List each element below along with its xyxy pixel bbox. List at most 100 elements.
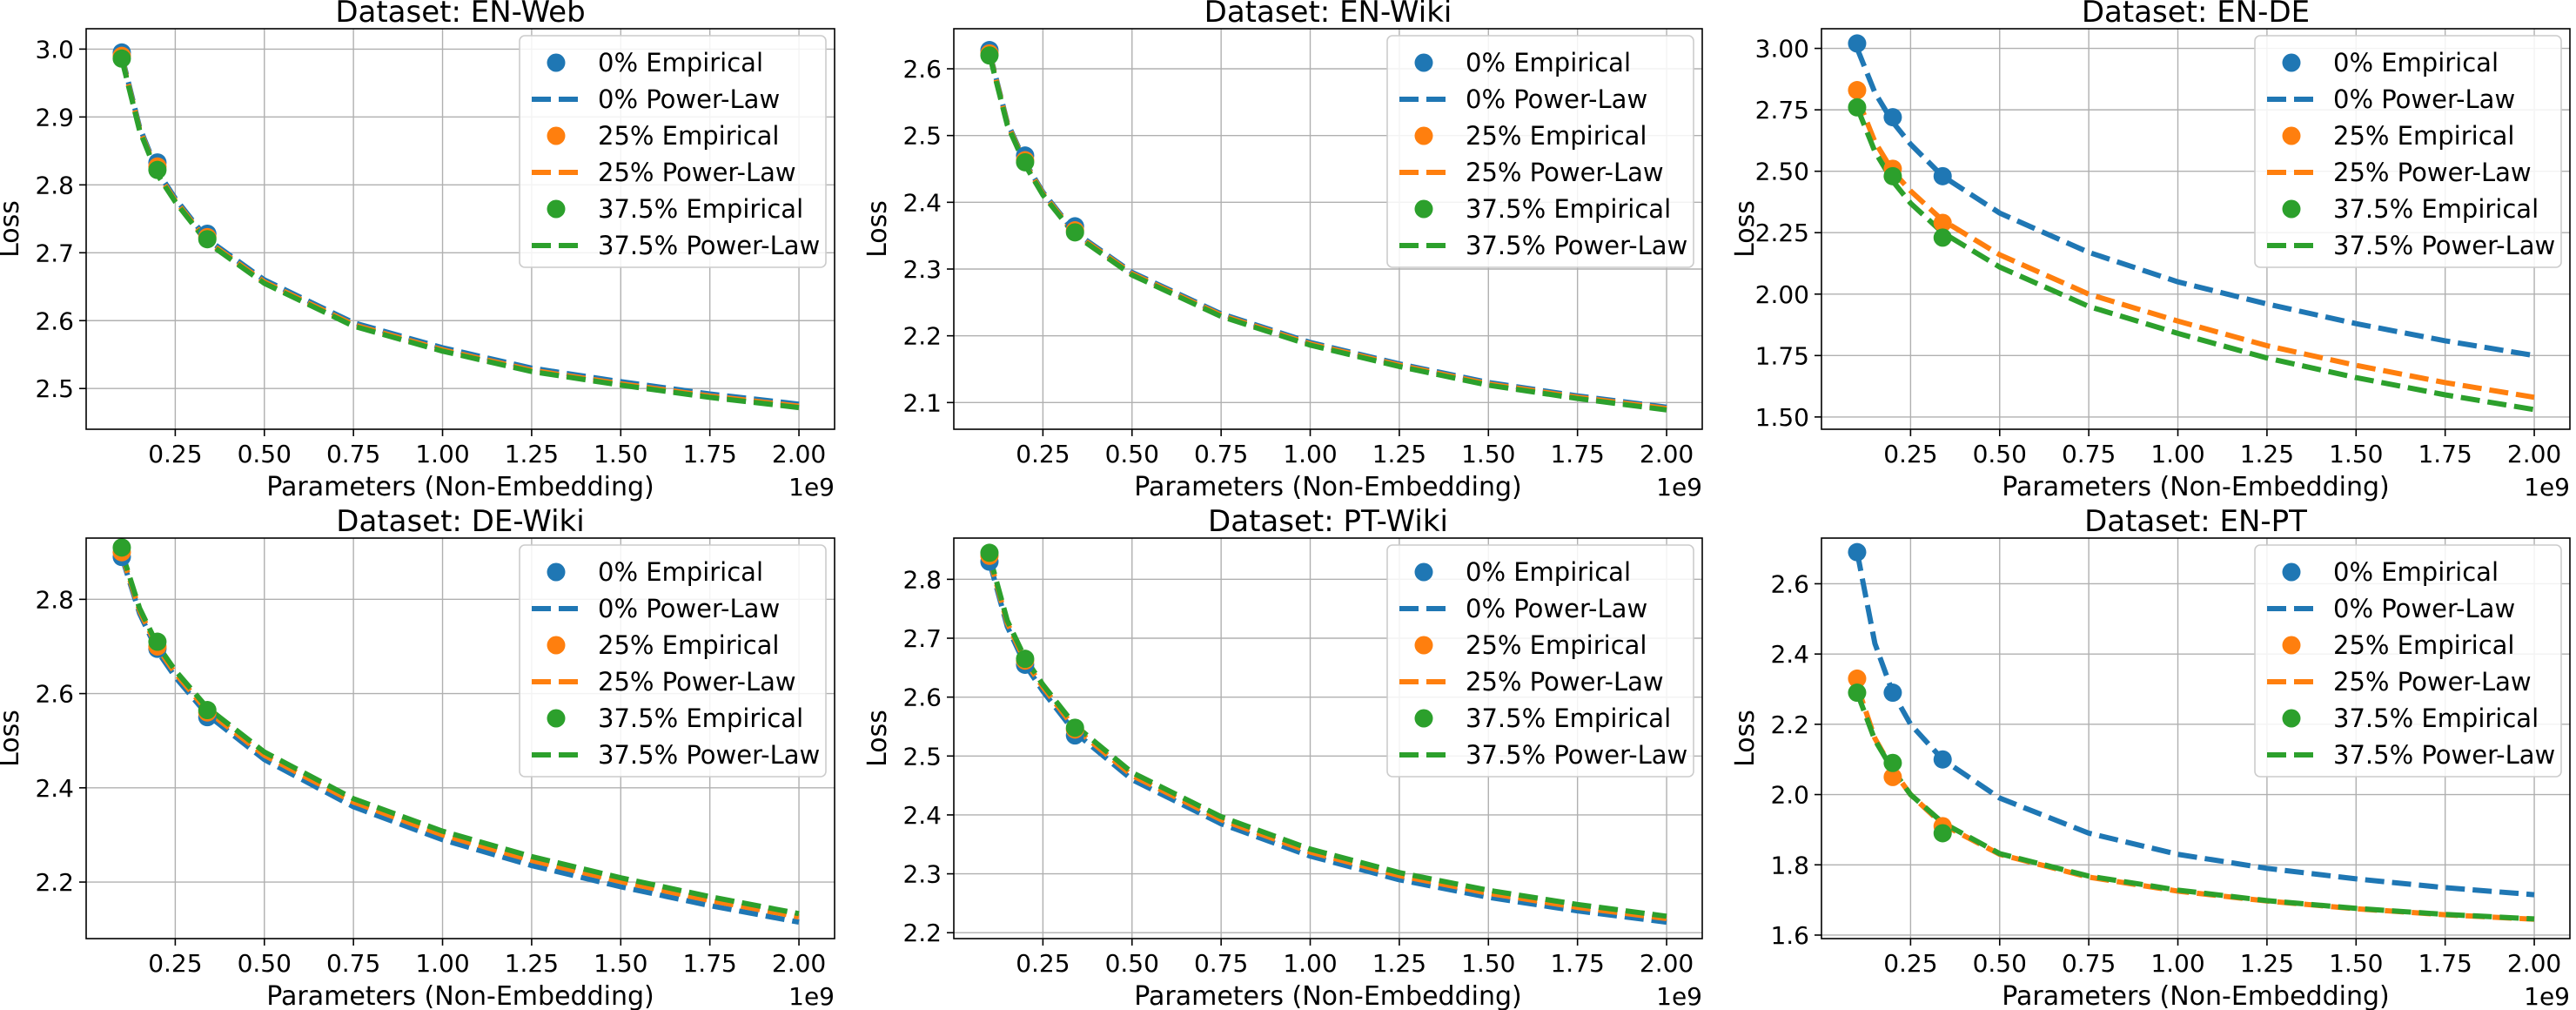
legend-label-empirical: 0% Empirical	[1466, 557, 1631, 587]
y-axis-label: Loss	[862, 200, 893, 258]
legend-label-powerlaw: 0% Power-Law	[1466, 84, 1647, 114]
y-tick-label: 2.2	[35, 868, 74, 897]
legend-label-empirical: 37.5% Empirical	[1466, 194, 1671, 224]
legend-label-empirical: 37.5% Empirical	[1466, 704, 1671, 733]
x-tick-label: 0.75	[1194, 949, 1248, 978]
y-tick-label: 2.4	[902, 188, 942, 217]
plot-frame	[1821, 537, 2571, 939]
x-axis-label: Parameters (Non-Embedding)	[1134, 472, 1521, 502]
x-tick-label: 0.25	[1016, 440, 1070, 468]
empirical-point-37-5pct	[1883, 753, 1902, 772]
empirical-point-37-5pct	[1065, 718, 1084, 737]
y-tick-label: 2.25	[1755, 219, 1809, 247]
x-tick-label: 0.75	[2062, 440, 2116, 468]
x-tick-label: 2.00	[772, 949, 826, 978]
legend-label-powerlaw: 37.5% Power-Law	[598, 740, 820, 770]
empirical-point-37-5pct	[1065, 223, 1084, 242]
x-tick-label: 1.75	[1550, 949, 1604, 978]
legend-label-powerlaw: 37.5% Power-Law	[1466, 231, 1687, 260]
legend-marker-empirical	[547, 126, 566, 145]
plot-frame	[85, 28, 835, 430]
legend: 0% Empirical 0% Power-Law 25% Empirical 25%…	[2254, 544, 2562, 778]
empirical-point-0pct	[1933, 166, 1952, 185]
legend-marker-empirical	[2282, 562, 2301, 582]
empirical-point-0pct	[1883, 683, 1902, 703]
x-tick-label: 0.50	[1105, 949, 1159, 978]
x-axis-label: Parameters (Non-Embedding)	[1134, 981, 1521, 1010]
empirical-point-37-5pct	[980, 46, 999, 65]
x-tick-label: 1.00	[1283, 949, 1337, 978]
y-tick-label: 2.2	[902, 919, 942, 947]
y-tick-label: 2.6	[902, 55, 942, 84]
y-tick-label: 3.00	[1755, 35, 1809, 64]
x-offset-label: 1e9	[1656, 982, 1702, 1010]
empirical-point-0pct	[1883, 108, 1902, 127]
x-tick-label: 2.00	[2507, 949, 2561, 978]
x-tick-label: 1.50	[2329, 949, 2383, 978]
legend-marker-empirical	[547, 53, 566, 72]
x-tick-label: 0.75	[326, 440, 380, 468]
y-tick-label: 1.75	[1755, 341, 1809, 370]
legend-label-empirical: 37.5% Empirical	[598, 704, 803, 733]
plot-frame	[1821, 28, 2571, 430]
x-offset-label: 1e9	[788, 982, 835, 1010]
powerlaw-line-37-5pct	[1855, 691, 2535, 922]
legend-marker-empirical	[1414, 636, 1433, 655]
x-axis-label: Parameters (Non-Embedding)	[266, 472, 654, 502]
y-tick-label: 1.6	[1770, 921, 1809, 950]
x-tick-label: 1.00	[2150, 440, 2204, 468]
x-tick-label: 0.25	[1883, 440, 1937, 468]
legend-label-powerlaw: 37.5% Power-Law	[2333, 740, 2555, 770]
chart-title: Dataset: PT-Wiki	[1208, 504, 1448, 539]
y-tick-label: 2.8	[35, 585, 74, 614]
x-tick-label: 1.50	[594, 949, 647, 978]
x-offset-label: 1e9	[2524, 982, 2570, 1010]
empirical-point-37-5pct	[198, 230, 217, 249]
y-tick-label: 2.4	[35, 774, 74, 803]
legend-marker-empirical	[1414, 562, 1433, 582]
y-tick-label: 2.5	[35, 374, 74, 403]
plot-frame	[953, 28, 1703, 430]
legend-frame	[519, 35, 827, 268]
x-tick-label: 1.25	[1372, 440, 1426, 468]
y-axis-label: Loss	[862, 710, 893, 767]
legend-label-empirical: 25% Empirical	[2333, 630, 2514, 660]
legend-label-empirical: 0% Empirical	[1466, 48, 1631, 77]
legend-label-powerlaw: 0% Power-Law	[2333, 594, 2515, 623]
legend: 0% Empirical 0% Power-Law 25% Empirical 25%…	[1386, 35, 1694, 268]
legend-label-empirical: 0% Empirical	[598, 557, 763, 587]
x-tick-label: 0.50	[238, 949, 292, 978]
legend-label-empirical: 25% Empirical	[1466, 630, 1647, 660]
chart-title: Dataset: EN-PT	[2084, 504, 2307, 539]
chart-panel: 0.25 0.50 0.75 1.00 1.25 1.50 1.75 2.00 2.2 2.4 2.…	[0, 504, 835, 1010]
powerlaw-line-0pct	[1855, 47, 2535, 359]
chart-panel: 0.25 0.50 0.75 1.00 1.25 1.50 1.75 2.00 2.1 2.2 2.…	[862, 0, 1703, 502]
x-tick-label: 1.25	[2240, 949, 2294, 978]
empirical-point-37-5pct	[198, 701, 217, 720]
legend-frame	[1386, 544, 1694, 778]
empirical-point-37-5pct	[980, 543, 999, 562]
empirical-point-37-5pct	[1016, 152, 1035, 172]
legend-marker-empirical	[547, 709, 566, 728]
x-tick-label: 1.00	[2150, 949, 2204, 978]
empirical-point-37-5pct	[1848, 98, 1867, 117]
x-tick-label: 1.75	[682, 440, 736, 468]
x-tick-label: 1.25	[505, 440, 559, 468]
legend-label-empirical: 37.5% Empirical	[598, 194, 803, 224]
legend-label-powerlaw: 25% Power-Law	[2333, 667, 2532, 697]
x-tick-label: 1.25	[1372, 949, 1426, 978]
legend-label-empirical: 0% Empirical	[598, 48, 763, 77]
data-layer	[980, 41, 1667, 413]
empirical-point-37-5pct	[112, 49, 131, 68]
legend-frame	[2254, 35, 2562, 268]
x-tick-label: 1.50	[2329, 440, 2383, 468]
x-tick-label: 1.75	[682, 949, 736, 978]
legend-label-powerlaw: 0% Power-Law	[2333, 84, 2515, 114]
legend-marker-empirical	[1414, 53, 1433, 72]
x-tick-label: 0.50	[1105, 440, 1159, 468]
y-tick-label: 2.9	[35, 103, 74, 131]
x-tick-label: 0.25	[1883, 949, 1937, 978]
legend-label-powerlaw: 25% Power-Law	[2333, 158, 2532, 187]
empirical-point-37-5pct	[1848, 683, 1867, 703]
